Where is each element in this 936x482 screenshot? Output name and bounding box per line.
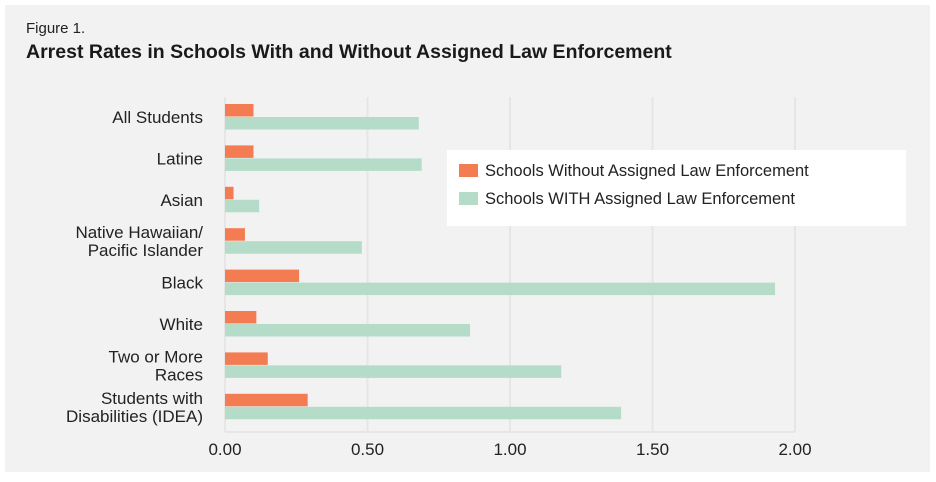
x-tick-label: 2.00 bbox=[778, 440, 811, 459]
bar-with-law-enforcement bbox=[225, 241, 362, 254]
category-label: Races bbox=[155, 365, 203, 384]
bar-without-law-enforcement bbox=[225, 311, 257, 324]
x-tick-label: 1.50 bbox=[636, 440, 669, 459]
chart-title: Arrest Rates in Schools With and Without… bbox=[26, 41, 672, 63]
x-tick-label: 1.00 bbox=[493, 440, 526, 459]
category-label: Two or More bbox=[109, 347, 203, 366]
bar-without-law-enforcement bbox=[225, 352, 268, 365]
x-tick-label: 0.00 bbox=[208, 440, 241, 459]
category-label: Black bbox=[161, 274, 203, 293]
bar-without-law-enforcement bbox=[225, 393, 308, 407]
chart-panel bbox=[5, 5, 930, 472]
bar-with-law-enforcement bbox=[225, 282, 776, 296]
legend-swatch bbox=[459, 192, 478, 205]
bar-without-law-enforcement bbox=[225, 228, 245, 241]
category-label: Latine bbox=[157, 149, 203, 168]
category-label: Native Hawaiian/ bbox=[75, 223, 203, 242]
legend-label: Schools Without Assigned Law Enforcement bbox=[485, 162, 809, 180]
bar-with-law-enforcement bbox=[225, 158, 422, 171]
figure-label: Figure 1. bbox=[26, 20, 86, 37]
bar-without-law-enforcement bbox=[225, 186, 234, 200]
bar-without-law-enforcement bbox=[225, 104, 254, 117]
category-label: Asian bbox=[160, 191, 203, 210]
bar-with-law-enforcement bbox=[225, 365, 562, 378]
bar-without-law-enforcement bbox=[225, 269, 300, 283]
category-label: Pacific Islander bbox=[88, 241, 204, 260]
bar-with-law-enforcement bbox=[225, 324, 471, 337]
legend-swatch bbox=[459, 164, 478, 177]
bar-with-law-enforcement bbox=[225, 199, 260, 213]
bar-with-law-enforcement bbox=[225, 117, 419, 130]
legend-box bbox=[447, 150, 906, 226]
bar-with-law-enforcement bbox=[225, 406, 622, 420]
category-label: Disabilities (IDEA) bbox=[66, 407, 203, 426]
legend-label: Schools WITH Assigned Law Enforcement bbox=[485, 190, 795, 208]
x-tick-label: 0.50 bbox=[351, 440, 384, 459]
bar-without-law-enforcement bbox=[225, 145, 254, 158]
category-label: White bbox=[160, 315, 203, 334]
category-label: All Students bbox=[112, 108, 203, 127]
category-label: Students with bbox=[101, 389, 203, 408]
